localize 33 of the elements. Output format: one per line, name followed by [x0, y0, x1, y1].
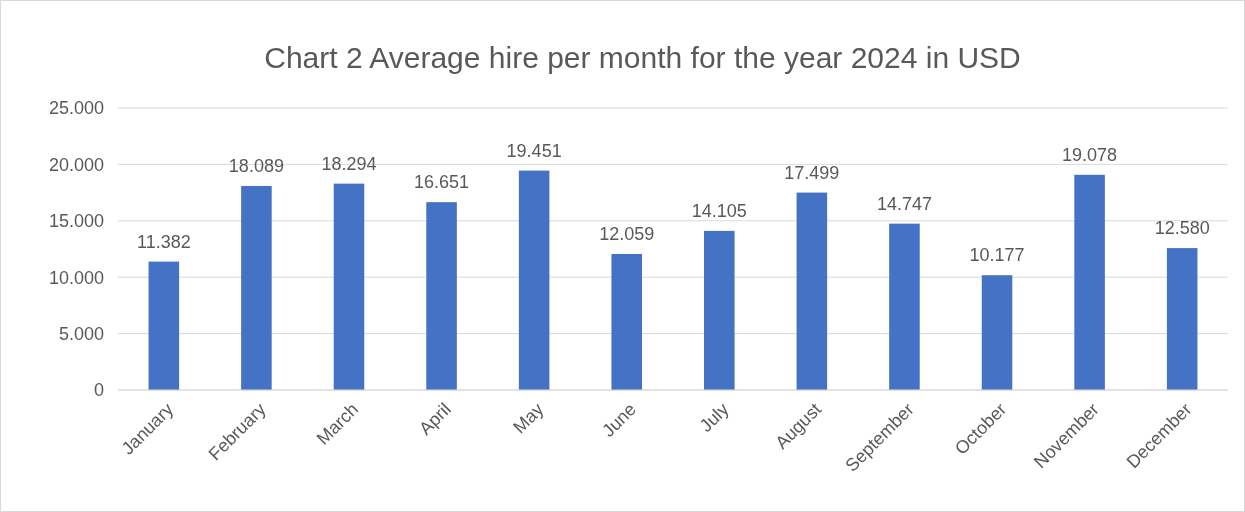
y-tick-label: 0	[93, 380, 104, 401]
bar	[889, 223, 920, 390]
bar	[333, 183, 365, 390]
data-label: 14.105	[691, 200, 747, 221]
bar	[981, 275, 1013, 390]
bar	[426, 202, 457, 390]
data-label: 11.382	[136, 231, 191, 252]
data-label: 14.747	[876, 193, 932, 214]
y-tick-label: 25.000	[48, 98, 104, 119]
bar	[704, 230, 735, 390]
bar	[611, 253, 642, 390]
data-label: 17.499	[784, 162, 840, 183]
y-tick-label: 5.000	[58, 323, 104, 344]
data-label: 12.580	[1154, 218, 1210, 239]
bar	[148, 261, 180, 390]
x-tick-label: July	[695, 399, 733, 436]
data-label: 18.089	[228, 155, 284, 176]
data-label: 18.294	[321, 153, 377, 174]
data-label: 10.177	[969, 245, 1025, 266]
bar	[241, 185, 272, 390]
y-tick-label: 15.000	[48, 211, 104, 232]
y-tick-label: 20.000	[48, 154, 104, 175]
bar	[518, 170, 550, 390]
x-tick-label: May	[509, 399, 548, 438]
bar	[1074, 174, 1105, 390]
data-label: 16.651	[414, 172, 470, 193]
bar	[796, 192, 828, 390]
y-tick-label: 10.000	[48, 267, 104, 288]
data-label: 12.059	[599, 223, 655, 244]
data-label: 19.451	[506, 140, 562, 161]
bar	[1166, 248, 1198, 390]
chart-title: Chart 2 Average hire per month for the year 2024 in USD	[264, 41, 1021, 74]
data-label: 19.078	[1062, 144, 1118, 165]
